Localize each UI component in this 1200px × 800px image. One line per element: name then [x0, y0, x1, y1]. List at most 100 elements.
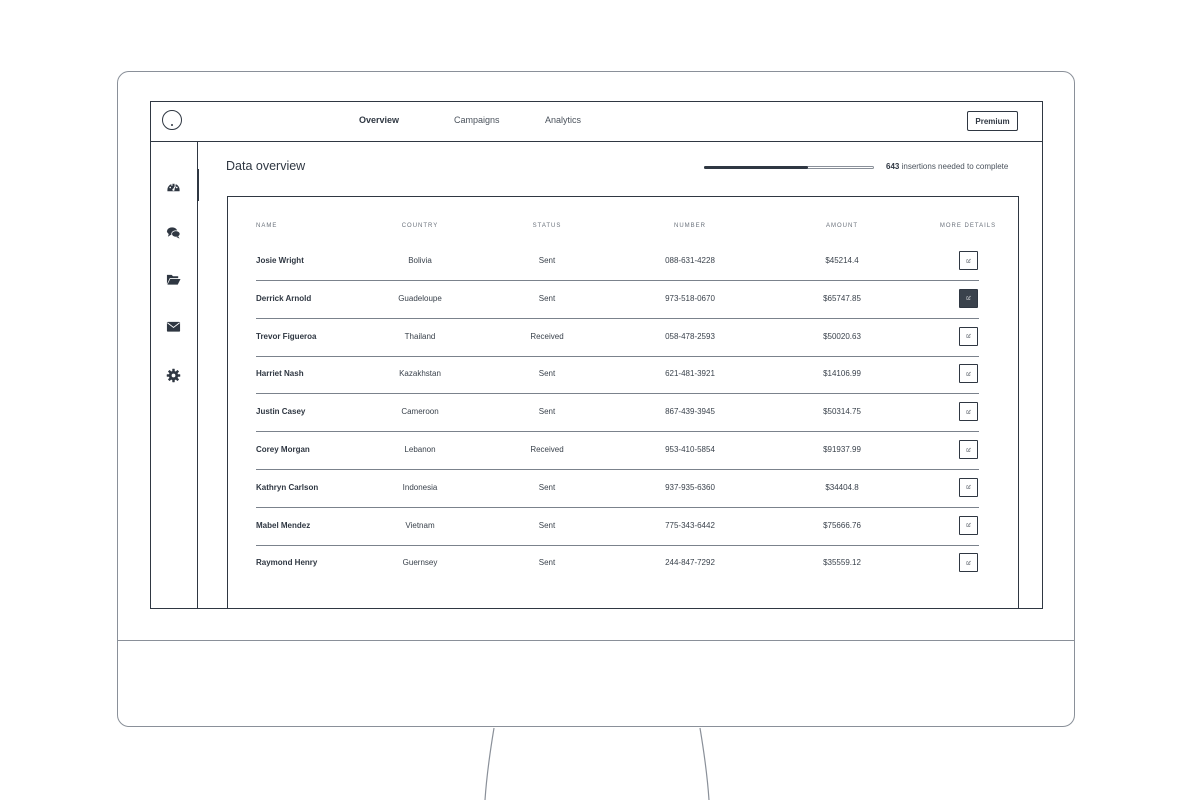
edit-button[interactable] — [959, 402, 978, 422]
cell-amount: $75666.76 — [823, 520, 861, 530]
cell-amount: $45214.4 — [825, 256, 859, 265]
tab-campaigns[interactable]: Campaigns — [454, 115, 500, 125]
table-row: Josie Wright Bolivia Sent 088-631-4228 $4521… — [256, 243, 979, 281]
column-header-country: Country — [401, 223, 439, 229]
column-header-number: Number — [673, 223, 707, 229]
cell-status: Sent — [538, 407, 556, 417]
edit-button[interactable] — [959, 364, 978, 384]
cell-amount: $91937.99 — [823, 445, 861, 454]
cell-name: Corey Morgan — [256, 445, 310, 454]
cell-number: 775-343-6442 — [665, 520, 715, 530]
cell-status: Sent — [538, 369, 556, 379]
cell-status: Sent — [538, 520, 556, 530]
table-row: Derrick Arnold Guadeloupe Sent 973-518-0670… — [256, 281, 979, 319]
top-navigation-bar: Overview Campaigns Analytics Premium — [151, 102, 1042, 142]
chat-icon[interactable] — [166, 225, 181, 240]
cell-status: Sent — [538, 256, 556, 265]
cell-number: 867-439-3945 — [665, 407, 715, 417]
edit-button[interactable] — [959, 288, 978, 308]
cell-name: Josie Wright — [256, 256, 304, 265]
cell-amount: $50020.63 — [823, 331, 861, 341]
column-header-status: Status — [532, 223, 562, 229]
sidebar-active-indicator — [197, 169, 199, 201]
column-header-amount: Amount — [826, 223, 858, 229]
premium-button[interactable]: Premium — [967, 111, 1018, 131]
cell-country: Cameroon — [401, 407, 439, 417]
cell-name: Raymond Henry — [256, 558, 318, 568]
app-window: Overview Campaigns Analytics Premium — [150, 101, 1043, 609]
row-divider — [256, 431, 979, 433]
cell-number: 937-935-6360 — [665, 482, 715, 492]
table-row: Mabel Mendez Vietnam Sent 775-343-6442 $7566… — [256, 508, 979, 546]
edit-icon — [966, 333, 971, 338]
cell-country: Guadeloupe — [398, 293, 442, 303]
edit-button[interactable] — [959, 553, 978, 573]
cell-country: Lebanon — [404, 445, 436, 454]
cell-country: Bolivia — [408, 256, 432, 265]
edit-icon — [966, 447, 971, 452]
tab-analytics[interactable]: Analytics — [545, 115, 582, 125]
mail-icon[interactable] — [166, 319, 181, 334]
edit-icon — [966, 522, 971, 527]
table-row: Kathryn Carlson Indonesia Sent 937-935-6360… — [256, 470, 979, 508]
cell-country: Guernsey — [402, 558, 438, 568]
column-header-name: Name — [256, 223, 278, 229]
cell-status: Received — [530, 331, 564, 341]
table-row: Harriet Nash Kazakhstan Sent 621-481-3921 $1… — [256, 356, 979, 395]
cell-amount: $65747.85 — [823, 293, 861, 303]
sidebar — [151, 141, 199, 608]
row-divider — [256, 393, 979, 395]
cell-status: Sent — [538, 558, 556, 568]
cell-name: Justin Casey — [256, 407, 306, 417]
column-header-more-details: More details — [939, 223, 997, 229]
edit-icon — [966, 258, 971, 263]
edit-button[interactable] — [959, 440, 978, 459]
table-row: Justin Casey Cameroon Sent 867-439-3945 $503… — [256, 394, 979, 433]
cell-country: Kazakhstan — [399, 369, 441, 379]
row-divider — [256, 469, 979, 470]
folder-icon[interactable] — [166, 272, 181, 287]
edit-button[interactable] — [959, 251, 978, 270]
cell-number: 973-518-0670 — [665, 293, 715, 303]
cell-country: Vietnam — [405, 520, 435, 530]
cell-country: Indonesia — [402, 482, 438, 492]
edit-icon — [966, 560, 971, 565]
cell-amount: $35559.12 — [823, 558, 861, 568]
logo[interactable] — [162, 110, 182, 130]
edit-icon — [966, 295, 971, 301]
table-row: Raymond Henry Guernsey Sent 244-847-7292 $35… — [256, 545, 979, 583]
edit-button[interactable] — [959, 515, 978, 535]
cell-amount: $34404.8 — [825, 482, 859, 492]
edit-icon — [966, 371, 971, 376]
cell-amount: $50314.75 — [823, 407, 861, 417]
data-table-card: Name Country Status Number Amount More d… — [227, 196, 1019, 608]
cell-number: 953-410-5854 — [665, 445, 715, 454]
progress-bar-fill — [704, 166, 808, 169]
cell-status: Sent — [538, 482, 556, 492]
row-divider — [256, 317, 979, 319]
progress-label: 643 insertions needed to complete — [886, 162, 1008, 171]
settings-icon[interactable] — [166, 368, 181, 383]
cell-name: Derrick Arnold — [256, 293, 312, 303]
cell-status: Received — [530, 445, 564, 454]
cell-name: Mabel Mendez — [256, 520, 311, 530]
row-divider — [256, 544, 979, 546]
cell-name: Kathryn Carlson — [256, 482, 319, 492]
table-row: Corey Morgan Lebanon Received 953-410-5854 $… — [256, 432, 979, 470]
progress-count: 643 — [886, 162, 900, 171]
row-divider — [256, 280, 979, 281]
dashboard-icon[interactable] — [166, 179, 181, 194]
edit-button[interactable] — [959, 326, 978, 346]
cell-name: Trevor Figueroa — [256, 331, 317, 341]
cell-number: 058-478-2593 — [665, 331, 715, 341]
page-title: Data overview — [226, 159, 306, 173]
edit-button[interactable] — [959, 477, 978, 497]
cell-status: Sent — [538, 293, 556, 303]
cell-number: 088-631-4228 — [665, 256, 715, 265]
cell-number: 621-481-3921 — [665, 369, 715, 379]
monitor-chin-divider — [118, 640, 1074, 641]
row-divider — [256, 506, 979, 508]
tab-overview[interactable]: Overview — [359, 115, 400, 125]
